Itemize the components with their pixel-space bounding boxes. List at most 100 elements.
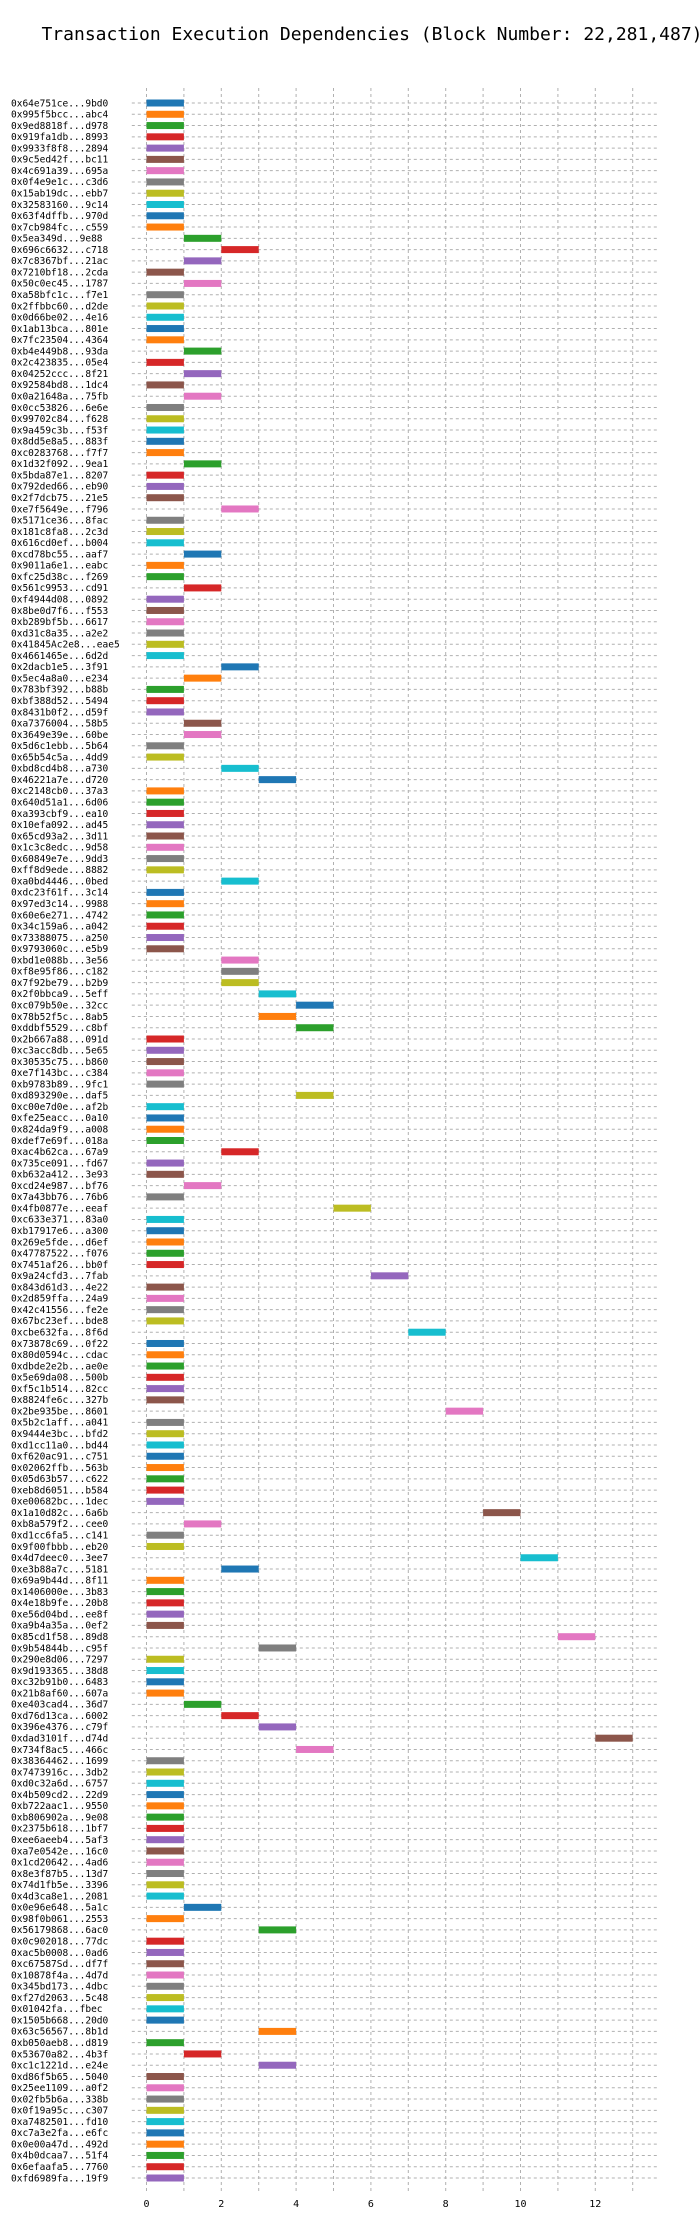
x-tick-label: 8 — [443, 2199, 449, 2210]
transaction-hash-label: 0x2375b618...1bf7 — [11, 1824, 108, 1835]
transaction-hash-label: 0x290e8d06...7297 — [11, 1655, 108, 1666]
transaction-bar — [146, 1035, 184, 1043]
transaction-bar — [146, 1373, 184, 1381]
transaction-bar — [146, 1351, 184, 1359]
transaction-bar — [221, 246, 259, 254]
transaction-hash-label: 0x21b8af60...607a — [11, 1688, 108, 1699]
transaction-bar — [146, 561, 184, 569]
transaction-bar — [146, 1227, 184, 1235]
transaction-hash-label: 0x1505b668...20d0 — [11, 2015, 109, 2026]
transaction-bar — [146, 866, 184, 874]
transaction-hash-label: 0xf4944d08...0892 — [11, 594, 108, 605]
transaction-bar — [146, 1802, 184, 1810]
transaction-hash-label: 0x63f4dffb...970d — [11, 211, 108, 222]
transaction-bar — [445, 1407, 484, 1415]
bars — [146, 99, 633, 2182]
transaction-bar — [146, 1080, 184, 1088]
transaction-hash-label: 0xbd8cd4b8...a730 — [11, 764, 109, 775]
transaction-hash-label: 0xdbde2e2b...ae0e — [11, 1361, 109, 1372]
transaction-bar — [258, 990, 297, 998]
x-tick-label: 6 — [368, 2199, 374, 2210]
transaction-hash-label: 0x0cc53826...6e6e — [11, 403, 109, 414]
transaction-hash-label: 0xdad3101f...d74d — [11, 1733, 108, 1744]
transaction-hash-label: 0x640d51a1...6d06 — [11, 797, 109, 808]
transaction-hash-label: 0x41845Ac2e8...eae5 — [11, 640, 120, 651]
transaction-bar — [146, 516, 184, 524]
transaction-hash-label: 0x9c5ed42f...bc11 — [11, 155, 109, 166]
transaction-bar — [146, 1655, 184, 1663]
transaction-hash-label: 0x696c6632...c718 — [11, 245, 109, 256]
transaction-hash-label: 0xb722aac1...9550 — [11, 1801, 109, 1812]
transaction-hash-label: 0xc7a3e2fa...e6fc — [11, 2128, 108, 2139]
transaction-bar — [146, 640, 184, 648]
transaction-hash-label: 0xe403cad4...36d7 — [11, 1700, 108, 1711]
transaction-bar — [221, 1148, 259, 1156]
transaction-bar — [146, 1452, 184, 1460]
transaction-hash-label: 0xf5c1b514...82cc — [11, 1384, 108, 1395]
transaction-hash-label: 0x30535c75...b860 — [11, 1057, 109, 1068]
transaction-hash-label: 0xc3acc8db...5e65 — [11, 1046, 108, 1057]
grid-lines — [131, 88, 659, 2192]
transaction-hash-label: 0x10878f4a...4d7d — [11, 1970, 108, 1981]
transaction-bar — [146, 798, 184, 806]
transaction-hash-label: 0x99702c84...f628 — [11, 414, 109, 425]
transaction-bar — [258, 1723, 297, 1731]
transaction-bar — [183, 719, 222, 727]
transaction-hash-label: 0x78b52f5c...8ab5 — [11, 1012, 108, 1023]
transaction-bar — [146, 922, 184, 930]
transaction-bar — [146, 708, 184, 716]
transaction-bar — [146, 1306, 184, 1314]
transaction-bar — [146, 1238, 184, 1246]
transaction-bar — [146, 1441, 184, 1449]
transaction-bar — [146, 2118, 184, 2126]
transaction-bar — [146, 1058, 184, 1066]
transaction-hash-label: 0x4c691a39...695a — [11, 166, 108, 177]
transaction-bar — [146, 1621, 184, 1629]
transaction-bar — [221, 877, 259, 885]
transaction-bar — [146, 482, 184, 490]
transaction-bar — [146, 1249, 184, 1257]
transaction-bar — [483, 1509, 521, 1517]
transaction-hash-label: 0x561c9953...cd91 — [11, 583, 109, 594]
transaction-bar — [146, 606, 184, 614]
transaction-bar — [296, 1024, 334, 1032]
transaction-bar — [146, 1396, 184, 1404]
transaction-hash-label: 0x38364462...1699 — [11, 1756, 109, 1767]
transaction-bar — [146, 1610, 184, 1618]
transaction-hash-label: 0x73878c69...0f22 — [11, 1339, 108, 1350]
transaction-bar — [146, 1948, 184, 1956]
transaction-hash-label: 0xeb8d6051...b584 — [11, 1485, 109, 1496]
transaction-hash-label: 0x42c41556...fe2e — [11, 1305, 109, 1316]
transaction-hash-label: 0x7cb984fc...c559 — [11, 222, 109, 233]
transaction-hash-label: 0x0f19a95c...c307 — [11, 2106, 108, 2117]
transaction-hash-label: 0x73388075...a250 — [11, 933, 109, 944]
transaction-bar — [183, 1182, 222, 1190]
transaction-bar — [183, 2050, 222, 2058]
transaction-hash-label: 0x1cd20642...4ad6 — [11, 1858, 109, 1869]
transaction-hash-label: 0xa393cbf9...ea10 — [11, 809, 109, 820]
transaction-hash-label: 0x63c56567...8b1d — [11, 2027, 108, 2038]
transaction-bar — [183, 550, 222, 558]
transaction-bar — [146, 1215, 184, 1223]
transaction-hash-label: 0x2f0bbca9...5eff — [11, 989, 108, 1000]
transaction-hash-label: 0x5ea349d...9e88 — [11, 234, 103, 245]
transaction-bar — [146, 1892, 184, 1900]
transaction-hash-label: 0x4d3ca8e1...2081 — [11, 1891, 109, 1902]
transaction-hash-label: 0x5e69da08...500b — [11, 1373, 109, 1384]
transaction-hash-label: 0xd31c8a35...a2e2 — [11, 628, 108, 639]
transaction-hash-label: 0x34c159a6...a042 — [11, 922, 108, 933]
transaction-hash-label: 0xb806902a...9e08 — [11, 1812, 109, 1823]
transaction-hash-label: 0xb17917e6...a300 — [11, 1226, 109, 1237]
transaction-hash-label: 0xc079b50e...32cc — [11, 1000, 108, 1011]
transaction-hash-label: 0xd76d13ca...6002 — [11, 1711, 108, 1722]
transaction-hash-label: 0x4d7deec0...3ee7 — [11, 1553, 108, 1564]
transaction-bar — [146, 167, 184, 175]
x-tick-label: 4 — [293, 2199, 299, 2210]
transaction-hash-label: 0x4661465e...6d2d — [11, 651, 108, 662]
transaction-hash-label: 0x6efaafa5...7760 — [11, 2162, 109, 2173]
transaction-hash-label: 0x64e751ce...9bd0 — [11, 98, 109, 109]
transaction-hash-label: 0x92584bd8...1dc4 — [11, 380, 109, 391]
transaction-hash-label: 0xb050aeb8...d819 — [11, 2038, 109, 2049]
transaction-bar — [146, 471, 184, 479]
transaction-hash-label: 0x9b54844b...c95f — [11, 1643, 108, 1654]
